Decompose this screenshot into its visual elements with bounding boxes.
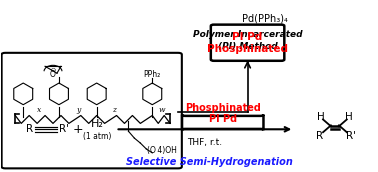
FancyBboxPatch shape [2, 53, 182, 168]
Text: PI Pd: PI Pd [232, 32, 263, 42]
Text: R': R' [346, 131, 356, 141]
Text: H: H [317, 112, 325, 122]
Text: PPh₂: PPh₂ [144, 70, 161, 79]
Text: +: + [73, 123, 83, 136]
FancyBboxPatch shape [182, 115, 263, 130]
Text: (1 atm): (1 atm) [84, 132, 112, 141]
Text: R: R [26, 124, 33, 134]
Text: O: O [51, 68, 56, 73]
Text: z: z [113, 106, 116, 114]
Text: PI Pd: PI Pd [209, 114, 237, 125]
Text: (O 4)OH: (O 4)OH [147, 146, 177, 155]
Text: y: y [77, 106, 81, 114]
Text: O: O [50, 70, 56, 79]
Text: (PI) Method: (PI) Method [218, 42, 277, 51]
Text: Selective Semi-Hydrogenation: Selective Semi-Hydrogenation [126, 157, 293, 167]
Text: H: H [345, 112, 353, 122]
Text: R': R' [59, 124, 69, 134]
Text: H₂: H₂ [91, 119, 104, 129]
Text: Phosphinated: Phosphinated [185, 103, 261, 113]
Text: Polymer Incarcerated: Polymer Incarcerated [193, 30, 302, 39]
Text: THF, r.t.: THF, r.t. [187, 138, 222, 147]
Text: x: x [37, 106, 41, 114]
Text: Pd(PPh₃)₄: Pd(PPh₃)₄ [242, 13, 287, 23]
FancyBboxPatch shape [211, 25, 284, 61]
Text: R: R [316, 131, 324, 141]
Text: Phosphinated: Phosphinated [207, 44, 288, 54]
Text: w: w [159, 106, 166, 114]
